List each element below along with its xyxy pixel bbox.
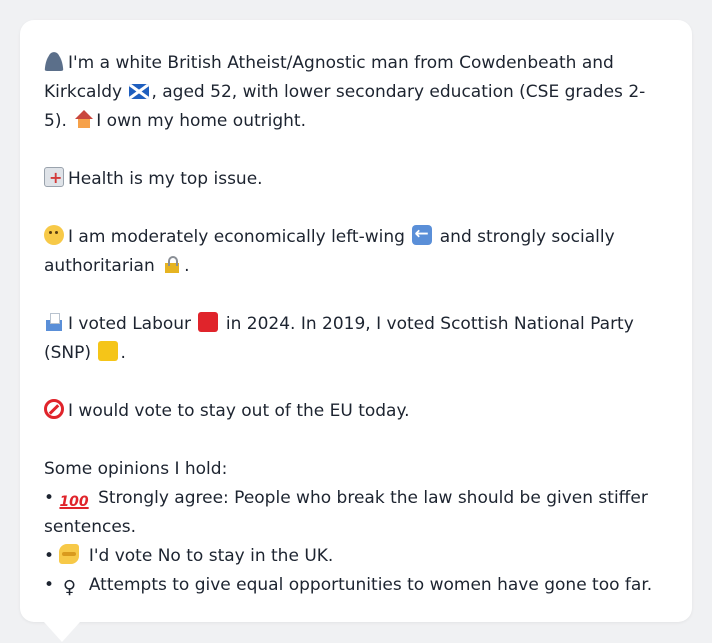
- bullet: •: [44, 488, 55, 508]
- intro-text-2: , aged 52, with lower secondary educatio…: [44, 82, 646, 131]
- voting-text-2: in 2024. In 2019, I voted Scottish Natio…: [44, 314, 634, 363]
- economics-text-1: I am moderately economically left-wing: [68, 227, 405, 247]
- speech-bubble-tail: [44, 622, 80, 642]
- bullet: •: [44, 546, 55, 566]
- health-text: Health is my top issue.: [68, 169, 263, 189]
- health-paragraph: Health is my top issue.: [44, 163, 668, 194]
- list-item: • I'd vote No to stay in the UK.: [44, 542, 668, 571]
- economics-text-3: .: [184, 256, 190, 276]
- intro-paragraph: I'm a white British Atheist/Agnostic man…: [44, 49, 668, 136]
- list-item: • 100 Strongly agree: People who break t…: [44, 484, 668, 542]
- female-sign-icon: ♀: [62, 577, 77, 598]
- opinions-list: • 100 Strongly agree: People who break t…: [44, 484, 668, 600]
- ballot-box-icon: [44, 312, 64, 332]
- economics-paragraph: I am moderately economically left-wing a…: [44, 220, 668, 281]
- eu-paragraph: I would vote to stay out of the EU today…: [44, 397, 668, 426]
- left-arrow-icon: [412, 220, 433, 249]
- economics-text-2: and strongly socially authoritarian: [44, 227, 615, 276]
- handshake-icon: [59, 544, 80, 564]
- intro-text-1: I'm a white British Atheist/Agnostic man…: [44, 53, 614, 102]
- list-item: • ♀ Attempts to give equal opportunities…: [44, 571, 668, 600]
- bullet: •: [44, 575, 55, 595]
- voting-text-1: I voted Labour: [68, 314, 192, 334]
- house-icon: [74, 109, 95, 129]
- chat-message-bubble: I'm a white British Atheist/Agnostic man…: [20, 20, 692, 642]
- voting-paragraph: I voted Labour in 2024. In 2019, I voted…: [44, 310, 668, 368]
- eu-text: I would vote to stay out of the EU today…: [68, 401, 410, 421]
- opinion-text: I'd vote No to stay in the UK.: [88, 546, 334, 566]
- intro-text-3: I own my home outright.: [96, 111, 306, 131]
- yellow-square-icon: [98, 341, 119, 361]
- lock-icon: [162, 254, 183, 274]
- opinions-heading: Some opinions I hold:: [44, 459, 228, 479]
- red-square-icon: [198, 312, 219, 332]
- person-icon: [44, 51, 64, 71]
- scotland-flag-icon: [129, 84, 150, 99]
- thinking-face-icon: [44, 225, 64, 245]
- hundred-points-icon: 100: [59, 494, 89, 510]
- opinion-text: Strongly agree: People who break the law…: [44, 488, 648, 537]
- hospital-icon: [44, 163, 64, 192]
- no-entry-icon: [44, 399, 64, 419]
- opinion-text: Attempts to give equal opportunities to …: [88, 575, 653, 595]
- voting-text-3: .: [120, 343, 126, 363]
